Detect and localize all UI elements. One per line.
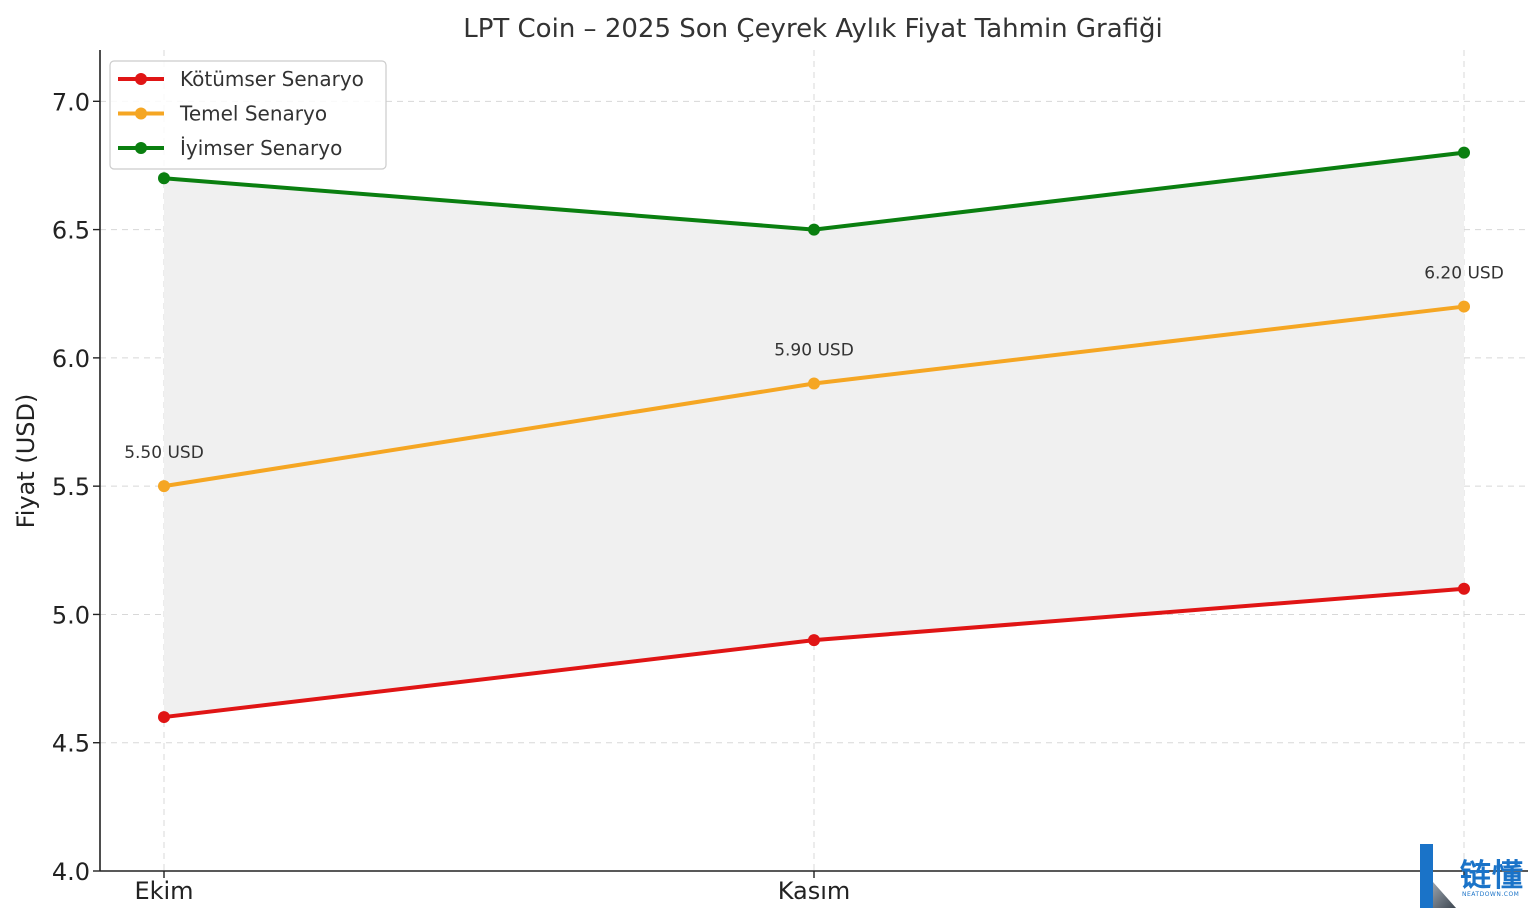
scenario-band <box>164 152 1464 718</box>
annotations: 5.50 USD 5.90 USD 6.20 USD <box>124 264 1504 464</box>
y-tick-label: 4.0 <box>52 858 90 886</box>
data-point <box>1458 300 1470 313</box>
data-point <box>1458 146 1470 159</box>
y-tick-label: 7.0 <box>52 88 90 116</box>
data-label: 6.20 USD <box>1424 264 1504 284</box>
data-label: 5.90 USD <box>774 341 854 361</box>
legend: Kötümser Senaryo Temel Senaryo İyimser Sen… <box>109 60 387 170</box>
x-tick-label: Ekim <box>134 877 193 905</box>
y-tick-label: 4.5 <box>52 730 90 758</box>
watermark-logo: 链懂 NEATDOWN.COM <box>1418 842 1530 910</box>
scenario-band-area <box>164 152 1464 718</box>
legend-label: Temel Senaryo <box>179 102 327 126</box>
series-group <box>158 146 1470 724</box>
data-point <box>158 480 170 493</box>
data-point <box>1458 582 1470 595</box>
y-axis-label: Fiyat (USD) <box>12 394 40 529</box>
legend-marker <box>135 73 147 85</box>
data-point <box>808 377 820 390</box>
data-point <box>808 223 820 236</box>
logo-mark-icon <box>1420 844 1456 908</box>
chart-title: LPT Coin – 2025 Son Çeyrek Aylık Fiyat T… <box>463 14 1163 44</box>
watermark-text: 链懂 <box>1460 858 1524 894</box>
legend-box <box>109 60 387 170</box>
axes: 4.0 4.5 5.0 5.5 6.0 6.5 7.0 Ekim Kasım <box>52 50 1528 905</box>
data-point <box>808 634 820 647</box>
data-point <box>158 172 170 185</box>
data-point <box>158 711 170 724</box>
legend-label: Kötümser Senaryo <box>180 67 364 91</box>
y-tick-label: 5.0 <box>52 601 90 629</box>
data-label: 5.50 USD <box>124 443 204 463</box>
y-tick-label: 6.0 <box>52 345 90 373</box>
legend-marker <box>135 107 147 120</box>
y-tick-label: 6.5 <box>52 217 90 245</box>
legend-label: İyimser Senaryo <box>180 136 342 160</box>
x-tick-label: Kasım <box>778 877 851 905</box>
legend-marker <box>135 142 147 154</box>
y-tick-label: 5.5 <box>52 473 90 501</box>
watermark-subtext: NEATDOWN.COM <box>1462 891 1520 898</box>
